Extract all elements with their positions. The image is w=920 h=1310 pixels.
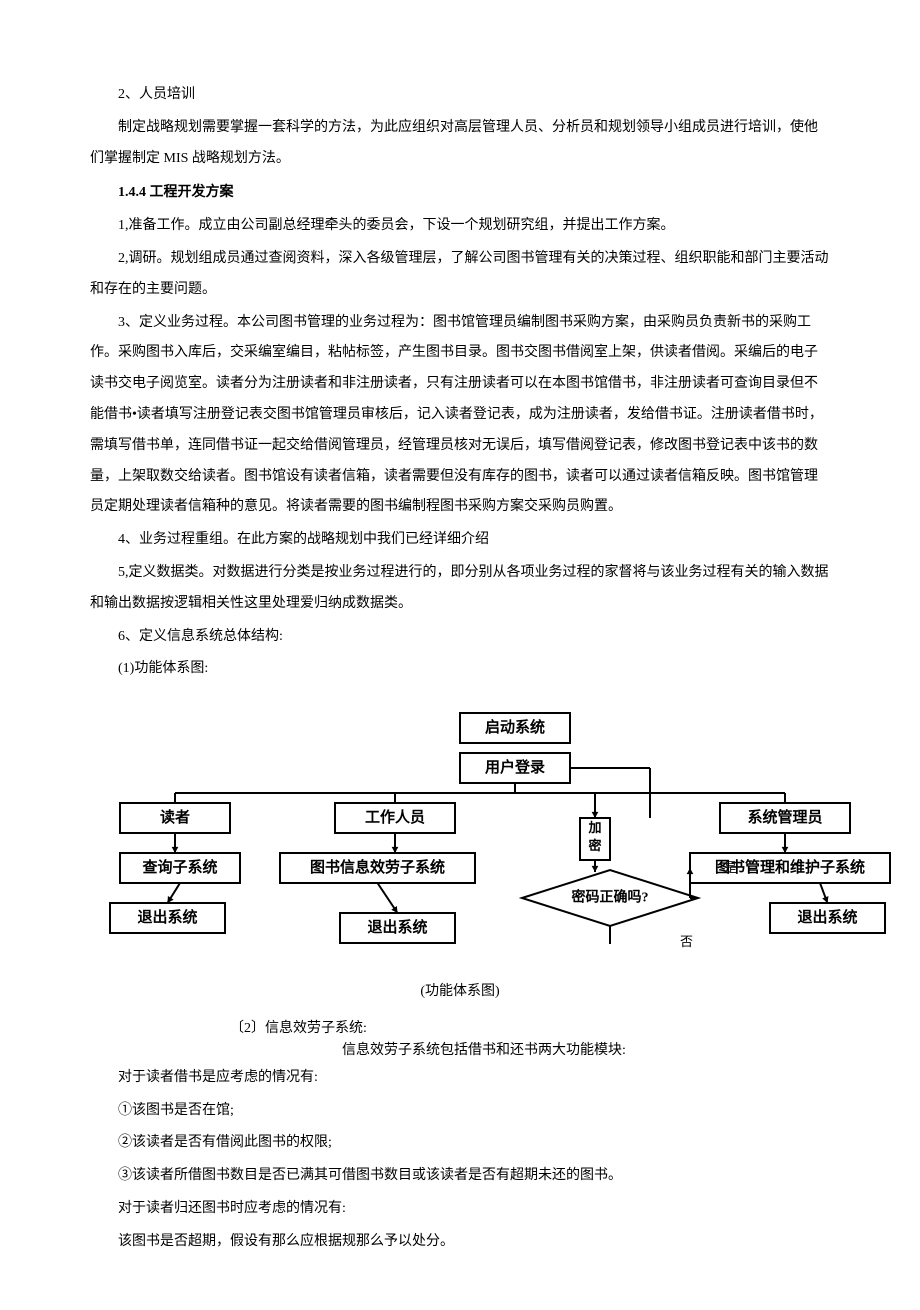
svg-text:启动系统: 启动系统 bbox=[485, 718, 545, 736]
para-borrow-2: ②该读者是否有借阅此图书的权限; bbox=[90, 1128, 830, 1159]
para-borrow-1: ①该图书是否在馆; bbox=[90, 1096, 830, 1127]
svg-text:图书管理和维护子系统: 图书管理和维护子系统 bbox=[715, 858, 865, 876]
svg-text:退出系统: 退出系统 bbox=[797, 908, 857, 926]
function-diagram: 启动系统用户登录读者 工作人员 系统管理员查询子系统退出系统 图书信息效劳子系统退出系… bbox=[90, 703, 830, 1008]
section-144: 1.4.4 工程开发方案 bbox=[90, 178, 830, 209]
para-step2: 2,调研。规划组成员通过查阅资料，深入各级管理层，了解公司图书管理有关的决策过程… bbox=[90, 244, 830, 306]
svg-text:读者: 读者 bbox=[160, 808, 190, 826]
diagram-caption: (功能体系图) bbox=[90, 977, 830, 1008]
para-step1: 1,准备工作。成立由公司副总经理牵头的委员会，下设一个规划研究组，并提出工作方案… bbox=[90, 211, 830, 242]
svg-text:系统管理员: 系统管理员 bbox=[747, 808, 822, 826]
para-step5: 5,定义数据类。对数据进行分类是按业务过程进行的，即分别从各项业务过程的家督将与… bbox=[90, 558, 830, 620]
svg-text:退出系统: 退出系统 bbox=[367, 918, 427, 936]
para-training-body: 制定战略规划需要掌握一套科学的方法，为此应组织对高层管理人员、分析员和规划领导小… bbox=[90, 113, 830, 175]
svg-text:查询子系统: 查询子系统 bbox=[142, 858, 217, 876]
para-borrow-3: ③该读者所借图书数目是否已满其可借图书数目或该读者是否有超期未还的图书。 bbox=[90, 1161, 830, 1192]
para-training-head: 2、人员培训 bbox=[90, 80, 830, 111]
svg-text:否: 否 bbox=[680, 934, 693, 949]
para-return-1: 该图书是否超期，假设有那么应根据规那么予以处分。 bbox=[90, 1227, 830, 1258]
sub2-title: 〔2〕信息效劳子系统: bbox=[230, 1018, 830, 1040]
sub2-desc: 信息效劳子系统包括借书和还书两大功能模块: bbox=[342, 1040, 830, 1062]
svg-text:密码正确吗?: 密码正确吗? bbox=[571, 889, 649, 906]
para-step6: 6、定义信息系统总体结构: bbox=[90, 622, 830, 653]
para-step4: 4、业务过程重组。在此方案的战略规划中我们已经详细介绍 bbox=[90, 525, 830, 556]
svg-text:密: 密 bbox=[587, 838, 601, 853]
para-return-head: 对于读者归还图书时应考虑的情况有: bbox=[90, 1194, 830, 1225]
svg-text:工作人员: 工作人员 bbox=[365, 808, 425, 826]
diagram-svg: 启动系统用户登录读者 工作人员 系统管理员查询子系统退出系统 图书信息效劳子系统退出系… bbox=[90, 703, 900, 973]
svg-text:图书信息效劳子系统: 图书信息效劳子系统 bbox=[310, 858, 445, 876]
svg-text:退出系统: 退出系统 bbox=[137, 908, 197, 926]
svg-text:用户登录: 用户登录 bbox=[485, 758, 545, 776]
sub2-block: 〔2〕信息效劳子系统: 信息效劳子系统包括借书和还书两大功能模块: bbox=[230, 1018, 830, 1063]
para-step3: 3、定义业务过程。本公司图书管理的业务过程为：图书馆管理员编制图书采购方案，由采… bbox=[90, 308, 830, 524]
svg-text:是: 是 bbox=[724, 860, 737, 875]
svg-text:加: 加 bbox=[587, 820, 601, 835]
para-sub1: (1)功能体系图: bbox=[90, 654, 830, 685]
para-borrow-head: 对于读者借书是应考虑的情况有: bbox=[90, 1063, 830, 1094]
